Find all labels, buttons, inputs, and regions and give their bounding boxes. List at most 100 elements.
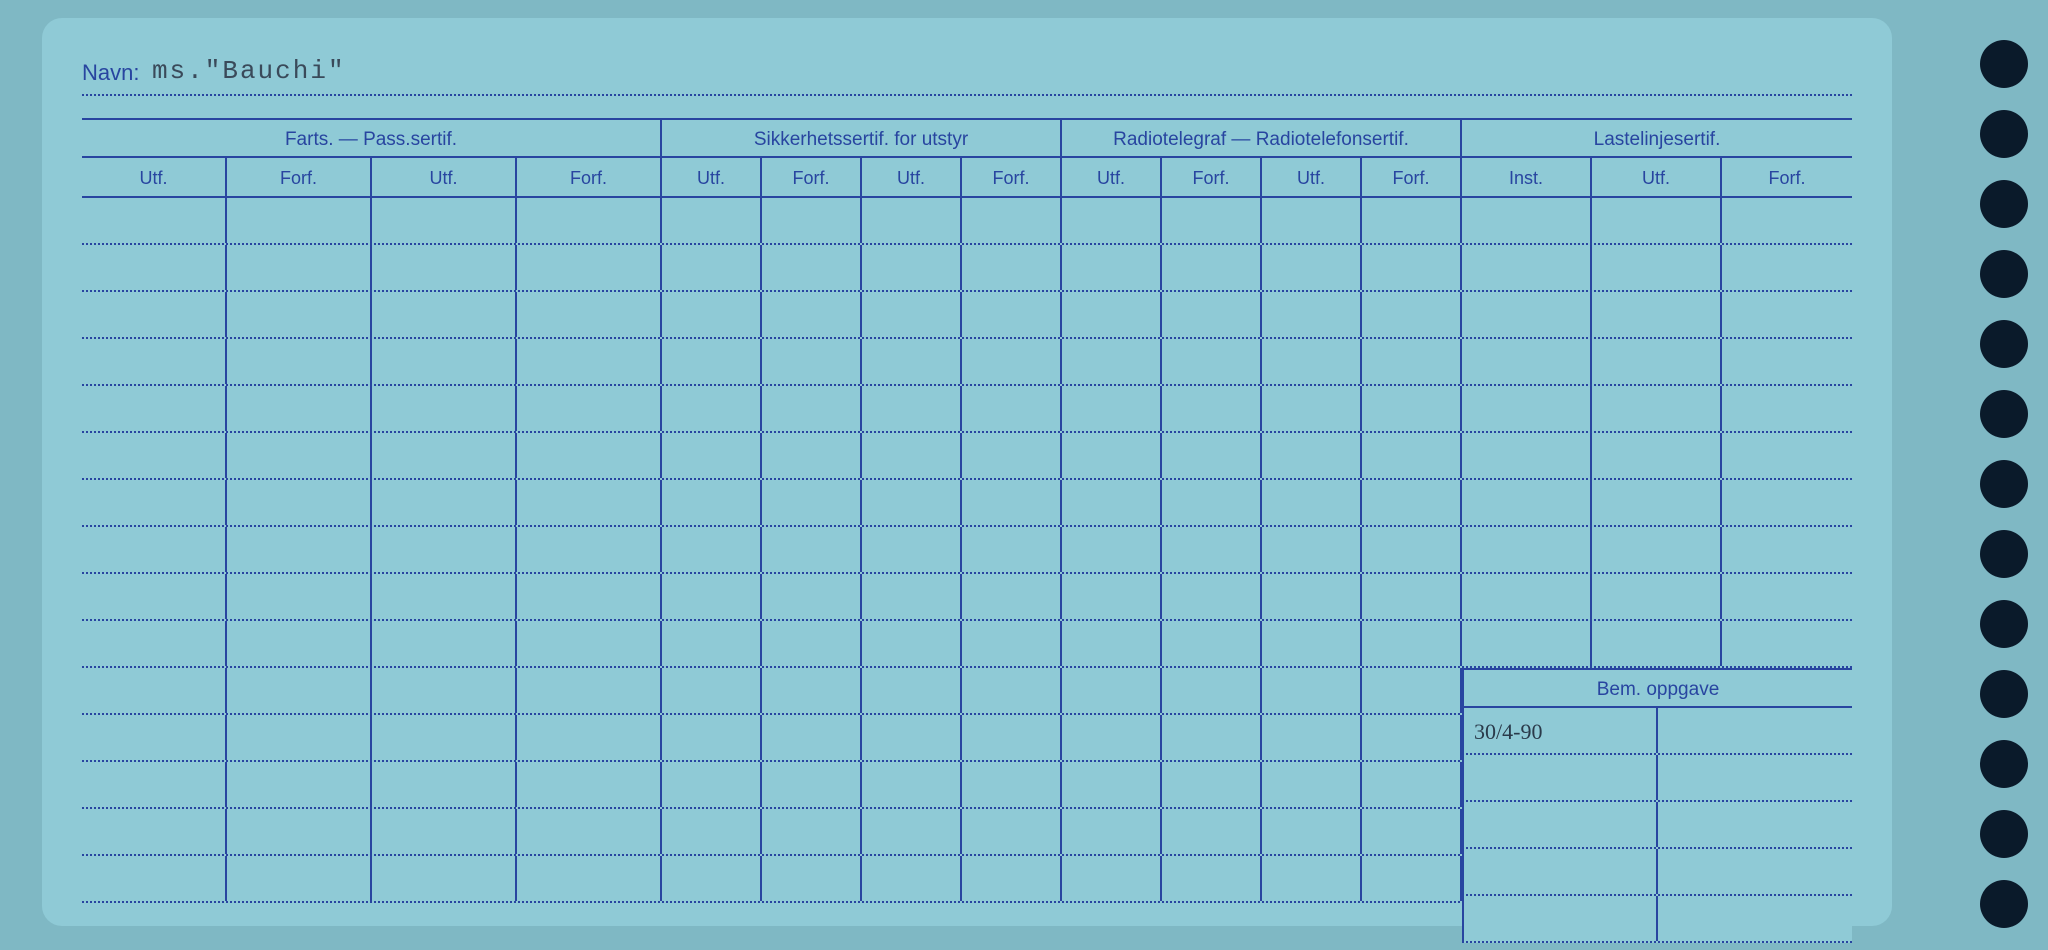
punch-hole — [1980, 530, 2028, 578]
table-cell — [862, 621, 962, 666]
col-header: Forf. — [517, 158, 662, 196]
table-cell — [1162, 574, 1262, 619]
table-cell — [962, 245, 1062, 290]
table-cell — [662, 339, 762, 384]
table-cell — [517, 245, 662, 290]
table-row — [82, 198, 1852, 245]
table-cell — [1362, 339, 1462, 384]
table-cell — [1262, 339, 1362, 384]
table-cell — [1592, 527, 1722, 572]
table-cell — [227, 386, 372, 431]
table-cell — [82, 715, 227, 760]
bem-entry: 30/4-90 — [1464, 708, 1658, 753]
group-header-sikkerhet: Sikkerhetssertif. for utstyr — [662, 120, 1062, 156]
table-cell — [82, 668, 227, 713]
bem-row — [1462, 849, 1852, 896]
table-cell — [1062, 809, 1162, 854]
table-cell — [662, 386, 762, 431]
table-cell — [517, 856, 662, 901]
table-cell — [1722, 292, 1852, 337]
table-cell — [862, 339, 962, 384]
col-header: Forf. — [962, 158, 1062, 196]
table-cell — [82, 433, 227, 478]
table-cell — [1062, 480, 1162, 525]
table-cell — [517, 386, 662, 431]
table-cell — [962, 198, 1062, 243]
table-cell — [862, 762, 962, 807]
table-cell — [372, 386, 517, 431]
table-cell — [372, 856, 517, 901]
table-cell — [1262, 245, 1362, 290]
table-cell — [372, 574, 517, 619]
bem-row: 30/4-90 — [1462, 708, 1852, 755]
col-header: Utf. — [82, 158, 227, 196]
punch-hole — [1980, 740, 2028, 788]
table-cell — [227, 292, 372, 337]
col-header: Inst. — [1462, 158, 1592, 196]
table-cell — [862, 856, 962, 901]
col-header: Utf. — [1262, 158, 1362, 196]
punch-hole — [1980, 670, 2028, 718]
table-cell — [372, 198, 517, 243]
table-cell — [662, 527, 762, 572]
bem-empty — [1658, 755, 1852, 800]
group-header-radio: Radiotelegraf — Radiotelefonsertif. — [1062, 120, 1462, 156]
table-cell — [1362, 386, 1462, 431]
table-cell — [962, 433, 1062, 478]
bem-header: Bem. oppgave — [1462, 668, 1852, 708]
table-cell — [1162, 292, 1262, 337]
table-cell — [1362, 856, 1462, 901]
table-cell — [227, 245, 372, 290]
table-cell — [1462, 386, 1592, 431]
table-cell — [1062, 339, 1162, 384]
table-cell — [762, 198, 862, 243]
table-cell — [1162, 809, 1262, 854]
table-cell — [517, 198, 662, 243]
table-cell — [962, 809, 1062, 854]
table-cell — [1262, 574, 1362, 619]
table-cell — [1162, 762, 1262, 807]
bem-row — [1462, 896, 1852, 943]
col-header: Forf. — [1162, 158, 1262, 196]
punch-hole — [1980, 320, 2028, 368]
bem-empty — [1658, 896, 1852, 941]
table-cell — [372, 715, 517, 760]
col-header: Forf. — [227, 158, 372, 196]
group-header-lastelinje: Lastelinjesertif. — [1462, 120, 1852, 156]
punch-holes — [1980, 40, 2028, 950]
table-cell — [1062, 574, 1162, 619]
table-cell — [82, 809, 227, 854]
table-cell — [517, 527, 662, 572]
table-cell — [1062, 621, 1162, 666]
table-cell — [227, 527, 372, 572]
col-header: Utf. — [372, 158, 517, 196]
punch-hole — [1980, 250, 2028, 298]
table-cell — [1462, 339, 1592, 384]
table-cell — [1592, 292, 1722, 337]
bem-section: Bem. oppgave 30/4-90 — [1462, 668, 1852, 943]
table-cell — [862, 527, 962, 572]
table-cell — [862, 386, 962, 431]
table-cell — [1462, 480, 1592, 525]
table-cell — [517, 433, 662, 478]
table-cell — [1462, 574, 1592, 619]
table-cell — [1592, 433, 1722, 478]
col-header: Forf. — [1362, 158, 1462, 196]
table-cell — [372, 245, 517, 290]
data-rows: Bem. oppgave 30/4-90 — [82, 198, 1852, 903]
punch-hole — [1980, 110, 2028, 158]
table-cell — [1362, 292, 1462, 337]
table-cell — [1462, 433, 1592, 478]
table-cell — [1362, 480, 1462, 525]
table-cell — [1362, 715, 1462, 760]
table-cell — [762, 856, 862, 901]
table-cell — [1592, 621, 1722, 666]
table-cell — [1592, 574, 1722, 619]
table-cell — [227, 715, 372, 760]
punch-hole — [1980, 40, 2028, 88]
table-row — [82, 527, 1852, 574]
table-cell — [962, 762, 1062, 807]
table-cell — [227, 574, 372, 619]
table-cell — [1262, 809, 1362, 854]
table-cell — [1462, 292, 1592, 337]
